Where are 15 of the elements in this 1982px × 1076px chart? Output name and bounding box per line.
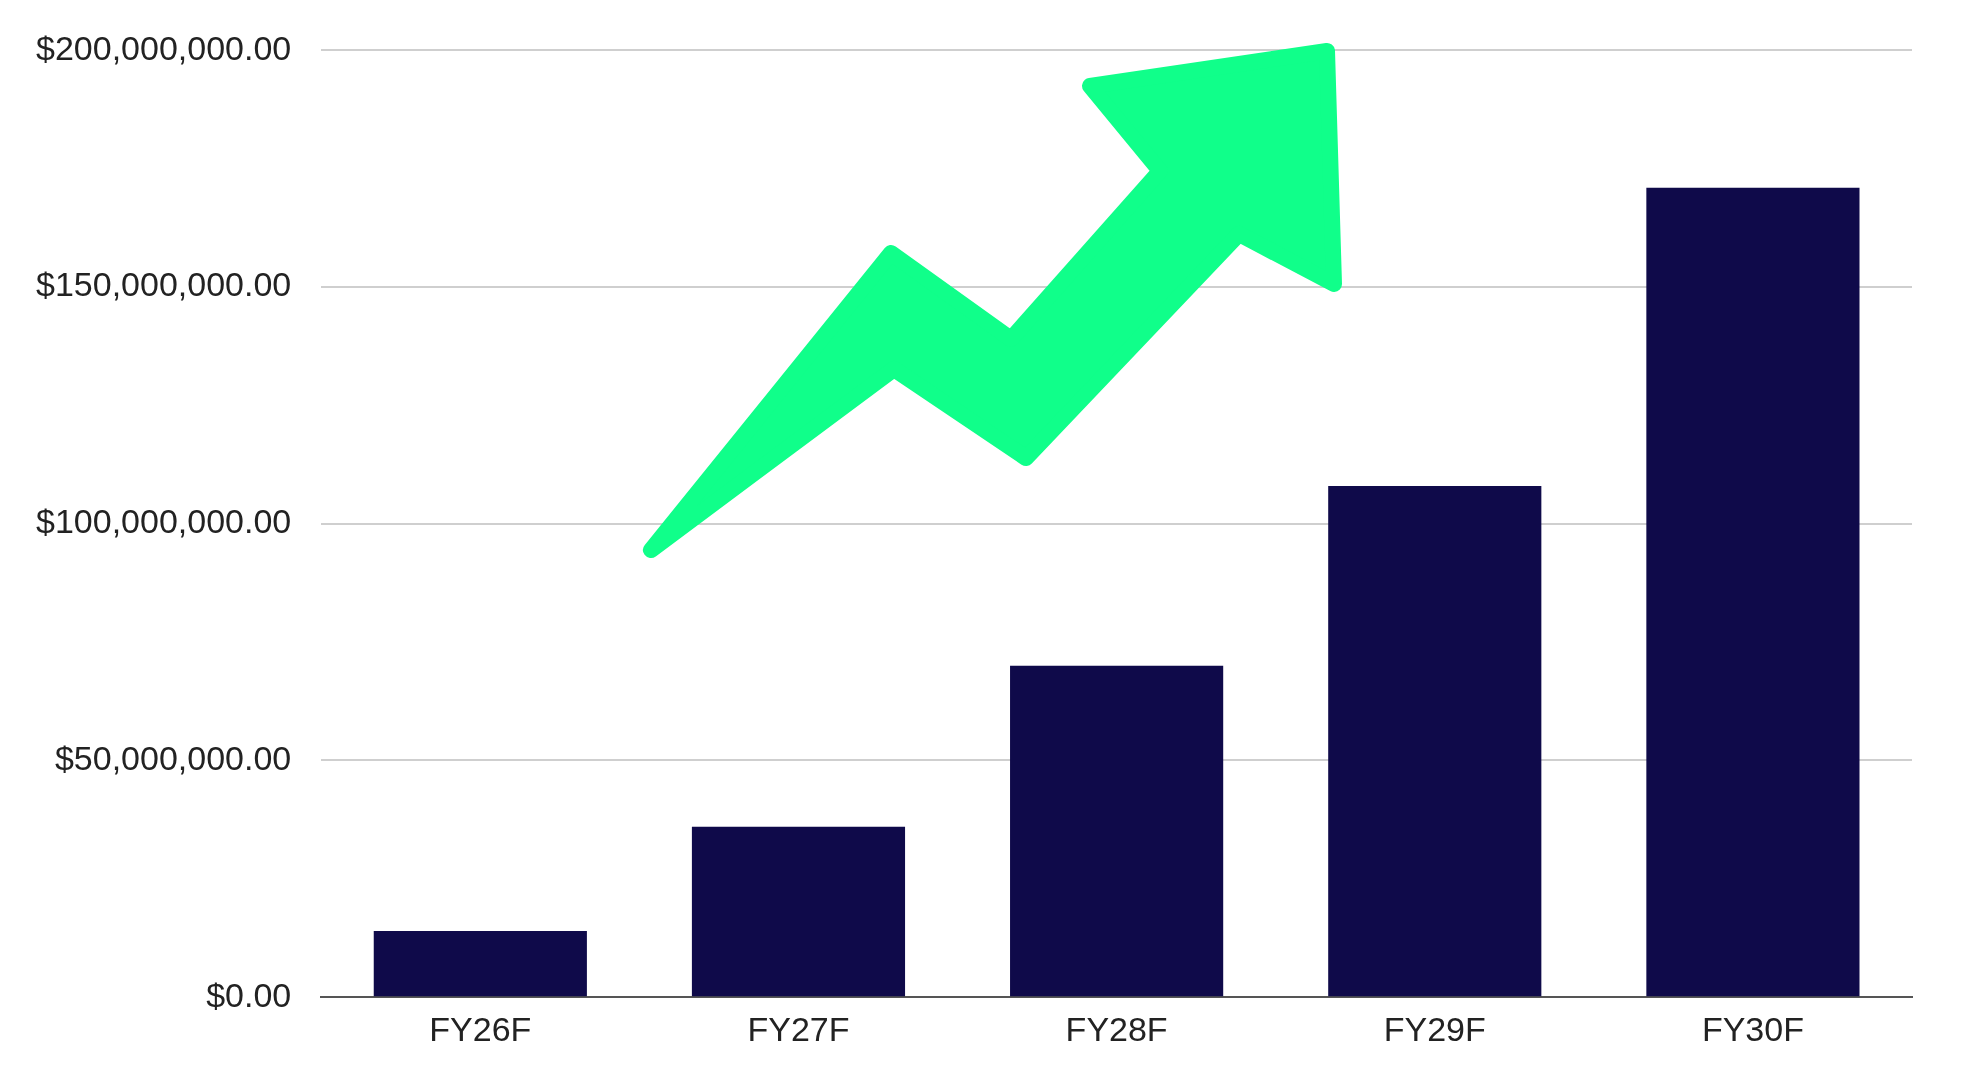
bar bbox=[691, 826, 906, 997]
y-tick-label: $0.00 bbox=[206, 975, 292, 1014]
bar bbox=[1646, 187, 1860, 997]
y-tick-label: $50,000,000.00 bbox=[54, 738, 292, 777]
x-tick-label: FY30F bbox=[1701, 1009, 1804, 1048]
y-tick-label: $150,000,000.00 bbox=[36, 265, 292, 304]
y-tick-label: $200,000,000.00 bbox=[36, 28, 292, 67]
x-tick-label: FY26F bbox=[429, 1009, 532, 1048]
y-tick-label: $100,000,000.00 bbox=[36, 502, 292, 541]
x-tick-label: FY27F bbox=[747, 1009, 850, 1048]
bar bbox=[1328, 485, 1542, 997]
x-tick-label: FY28F bbox=[1065, 1009, 1168, 1048]
bar bbox=[373, 930, 587, 997]
bar bbox=[1010, 665, 1224, 997]
x-tick-label: FY29F bbox=[1383, 1009, 1486, 1048]
